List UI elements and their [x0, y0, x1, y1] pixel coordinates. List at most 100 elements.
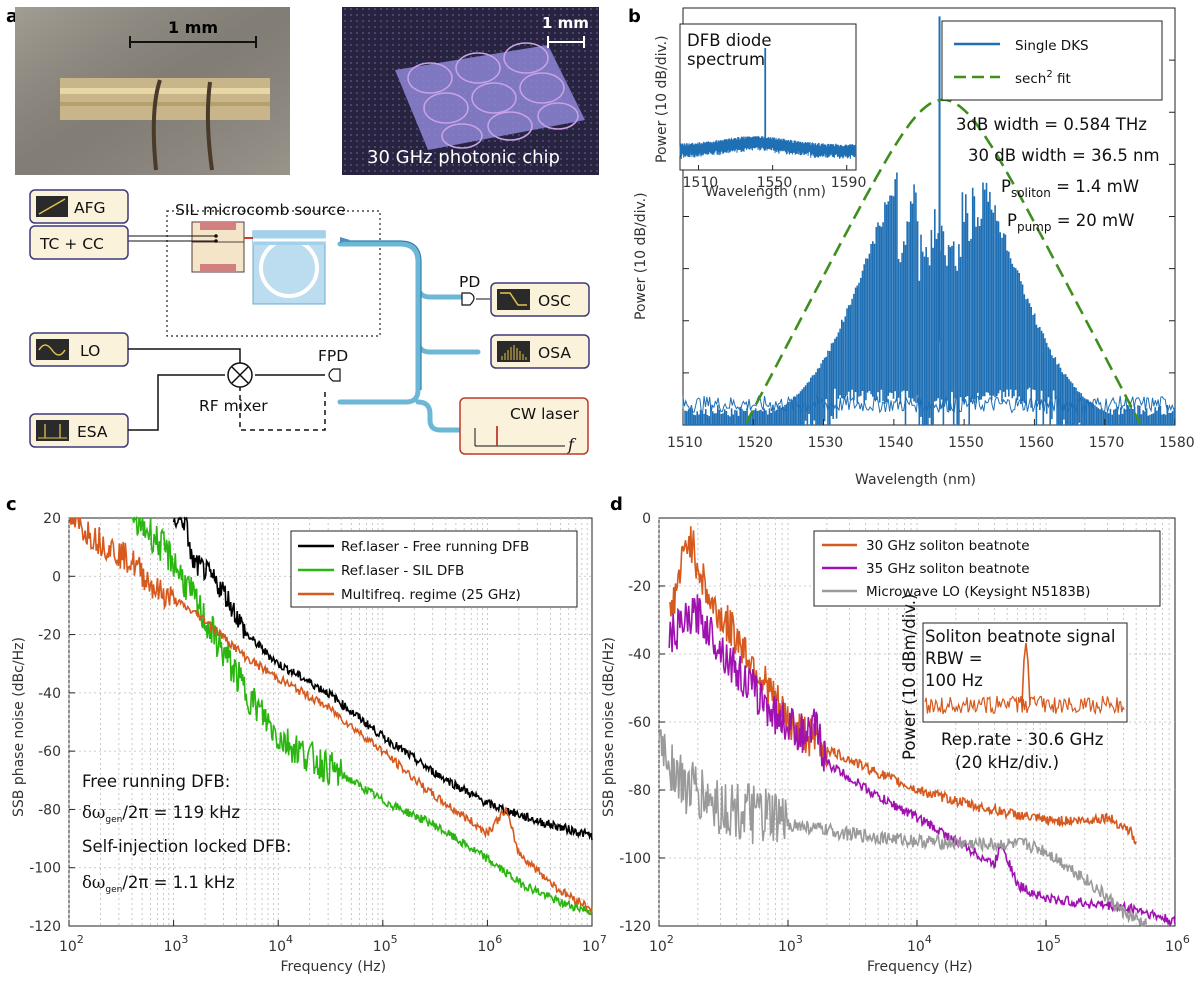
legend-label-d: Microwave LO (Keysight N5183B)	[866, 584, 1090, 600]
y-tick-label-c: -40	[38, 686, 61, 702]
annot-free2: δωgen/2π = 119 kHz	[82, 803, 240, 825]
x-tick-label-c: 106	[477, 933, 502, 955]
x-tick-label-b: 1510	[667, 435, 703, 451]
inset-title-d: Soliton beatnote signal	[925, 627, 1115, 646]
fpd-label: FPD	[318, 347, 348, 365]
setup-schematic	[128, 210, 481, 433]
x-tick-exp: 3	[796, 933, 803, 946]
tccc-label: TC + CC	[39, 235, 104, 253]
x-tick-base: 10	[649, 939, 667, 955]
cw-label: CW laser	[510, 405, 579, 423]
chip-label: 30 GHz photonic chip	[367, 147, 560, 168]
legend-c	[290, 530, 578, 608]
annot-sil2-greek: δω	[82, 873, 105, 892]
y-tick-label-c: 0	[52, 569, 61, 585]
x-axis-label-b: Wavelength (nm)	[855, 472, 976, 488]
fpd-detector	[328, 368, 341, 382]
spectrum-comb-lines	[684, 172, 1175, 425]
lo-box	[29, 332, 129, 367]
y-tick-label-d: -40	[628, 647, 651, 663]
osc-label: OSC	[538, 292, 571, 310]
x-tick-label-b: 1560	[1018, 435, 1054, 451]
rf-wires	[128, 348, 326, 431]
x-tick-base: 10	[373, 939, 391, 955]
chart-b: 1510 1520 1530 1540 1550 1560 1570 1580 Waveleng…	[633, 7, 1195, 488]
mixer-label: RF mixer	[199, 397, 268, 415]
x-tick-label-b: 1530	[808, 435, 844, 451]
annot-ppump: Ppump = 20 mW	[1007, 211, 1134, 234]
x-tick-base: 10	[582, 939, 600, 955]
lo-label: LO	[80, 342, 100, 360]
scale-label-left: 1 mm	[168, 18, 218, 37]
osa-box	[490, 334, 590, 369]
x-tick-base: 10	[477, 939, 495, 955]
annot-ppump-value: = 20 mW	[1051, 211, 1134, 230]
y-axis-label-d: SSB phase noise (dBc/Hz)	[601, 637, 617, 817]
spectrum-noise-floor	[682, 394, 1175, 414]
x-tick-label-d: 106	[1165, 933, 1190, 955]
x-tick-exp: 3	[181, 933, 188, 946]
series-line-c-2	[69, 517, 593, 915]
x-tick-exp: 5	[1054, 933, 1061, 946]
inset-title-b2: spectrum	[687, 50, 765, 69]
y-tick-label-c: -120	[29, 919, 61, 935]
tccc-box	[29, 225, 129, 260]
inset-x-label-d2: (20 kHz/div.)	[955, 753, 1059, 772]
series-line-d-0	[668, 526, 1137, 845]
x-tick-exp: 4	[286, 933, 293, 946]
legend-label-dks: Single DKS	[1015, 38, 1089, 54]
inset-spectrum	[679, 136, 857, 160]
inset-x-tick-label-b: 1550	[757, 175, 793, 191]
annot-sil2-rest: /2π = 1.1 kHz	[122, 873, 234, 892]
cw-laser-box	[459, 397, 589, 455]
annot-3db: 3dB width = 0.584 THz	[956, 115, 1147, 134]
legend-label-c: Multifreq. regime (25 GHz)	[341, 587, 521, 603]
x-tick-base: 10	[268, 939, 286, 955]
scale-label-right: 1 mm	[542, 14, 589, 32]
y-tick-label-c: 20	[43, 511, 61, 527]
annot-free1: Free running DFB:	[82, 772, 230, 791]
panel-letter-b: b	[628, 6, 641, 27]
rf-mixer-icon	[227, 362, 253, 388]
panel-letter-c: c	[6, 494, 17, 515]
photo-photonic-chip	[342, 7, 599, 175]
x-tick-base: 10	[59, 939, 77, 955]
y-tick-label-d: -20	[628, 579, 651, 595]
y-tick-label-c: -20	[38, 628, 61, 644]
legend-label-d: 30 GHz soliton beatnote	[866, 538, 1030, 554]
annot-psoliton-sub: soliton	[1011, 186, 1051, 200]
legend-label-c: Ref.laser - SIL DFB	[341, 563, 464, 579]
annot-sil2: δωgen/2π = 1.1 kHz	[82, 873, 235, 895]
y-tick-label-d: 0	[642, 511, 651, 527]
inset-noise-d	[924, 695, 1125, 716]
x-tick-label-c: 103	[164, 933, 189, 955]
x-tick-exp: 6	[495, 933, 502, 946]
x-tick-base: 10	[1165, 939, 1183, 955]
x-tick-base: 10	[778, 939, 796, 955]
pd-detector	[461, 292, 490, 306]
x-tick-exp: 6	[1183, 933, 1190, 946]
x-tick-label-d: 102	[649, 933, 674, 955]
inset-y-label-b: Power (10 dB/div.)	[654, 35, 670, 163]
y-axis-label-c: SSB phase noise (dBc/Hz)	[11, 637, 27, 817]
x-axis-label-c: Frequency (Hz)	[281, 959, 387, 975]
annot-sil2-sub: gen	[105, 885, 122, 895]
legend-label-d: 35 GHz soliton beatnote	[866, 561, 1030, 577]
x-tick-label-b: 1540	[878, 435, 914, 451]
x-tick-label-d: 104	[907, 933, 932, 955]
x-tick-exp: 5	[391, 933, 398, 946]
annot-sil1: Self-injection locked DFB:	[82, 837, 291, 856]
x-tick-label-c: 105	[373, 933, 398, 955]
legend-label-c: Ref.laser - Free running DFB	[341, 539, 529, 555]
inset-peak-d	[1021, 642, 1031, 706]
x-tick-exp: 4	[925, 933, 932, 946]
photo-laser-diode	[15, 7, 290, 175]
legend-b	[941, 20, 1163, 101]
inset-rbw1: RBW =	[925, 649, 983, 668]
y-tick-label-c: -80	[38, 802, 61, 818]
osc-box	[490, 282, 590, 317]
y-tick-label-c: -60	[38, 744, 61, 760]
inset-rbw2: 100 Hz	[925, 671, 983, 690]
